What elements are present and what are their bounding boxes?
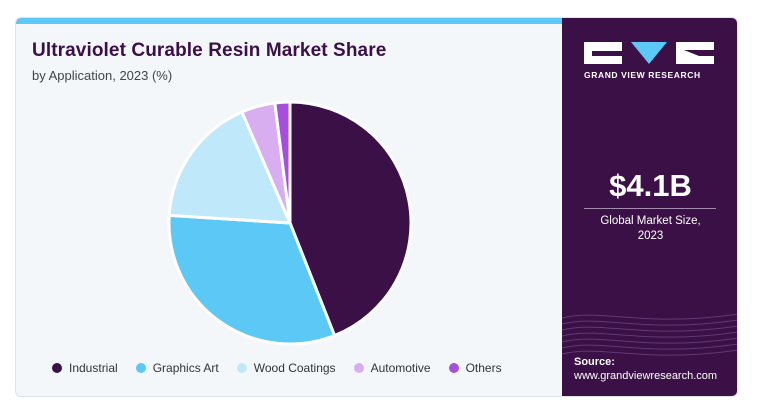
grand-view-research-logo-icon [584,42,714,64]
legend-swatch [236,363,247,373]
brand-name: GRAND VIEW RESEARCH [584,70,701,80]
pie-chart [167,100,413,346]
chart-legend: Industrial Graphics Art Wood Coatings Autom… [52,361,502,375]
pie-slice-graphics-art [167,213,337,346]
legend-swatch [353,363,364,373]
legend-item-industrial: Industrial [52,361,118,375]
pie-slice-wood-coatings [167,109,293,225]
legend-item-wood-coatings: Wood Coatings [236,361,336,375]
source-label: Source: [574,356,615,368]
chart-panel: Ultraviolet Curable Resin Market Share b… [16,18,562,396]
market-size-label-line1: Global Market Size, [600,215,701,227]
market-size-label-line2: 2023 [637,230,664,242]
brand-logo: GRAND VIEW RESEARCH [584,42,714,80]
chart-title: Ultraviolet Curable Resin Market Share [32,40,387,61]
legend-item-automotive: Automotive [353,361,431,375]
legend-label: Automotive [370,361,431,375]
pie-slice-others [273,100,292,224]
market-size-label: Global Market Size, 2023 [562,214,737,244]
decorative-wave-pattern [562,313,737,356]
legend-item-graphics-art: Graphics Art [135,361,219,375]
legend-label: Graphics Art [152,361,219,375]
legend-swatch [135,363,146,373]
legend-label: Wood Coatings [253,361,336,375]
legend-swatch [52,363,62,373]
chart-card: Ultraviolet Curable Resin Market Share b… [15,17,738,397]
info-sidebar: GRAND VIEW RESEARCH $4.1B Global Market … [562,18,737,396]
chart-subtitle: by Application, 2023 (%) [32,68,173,83]
divider [584,208,716,209]
market-size-value: $4.1B [609,168,692,203]
pie-slice-industrial [288,100,413,338]
source-url[interactable]: www.grandviewresearch.com [574,370,718,382]
legend-swatch [448,363,459,373]
legend-label: Industrial [69,361,118,375]
legend-label: Others [465,361,502,375]
accent-bar [16,18,562,24]
legend-item-others: Others [448,361,502,375]
